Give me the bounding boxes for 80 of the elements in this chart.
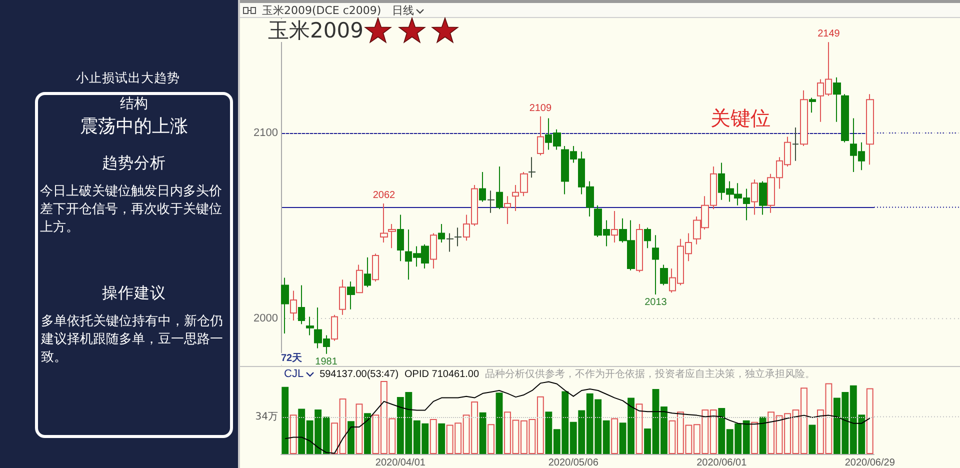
- candlestick: [298, 284, 305, 325]
- candlestick: [751, 178, 758, 216]
- candlestick: [372, 253, 379, 282]
- annotation: 1981: [315, 356, 338, 368]
- y-tick-label: 2100: [254, 127, 278, 140]
- candlestick: [281, 277, 289, 334]
- chart-title: 玉米2009: [268, 18, 364, 42]
- bar: [348, 421, 354, 454]
- bar: [282, 386, 289, 454]
- text: 玉米2009(DCE c2009): [262, 4, 382, 17]
- ref-line-label: 34万: [255, 411, 278, 422]
- bar: [364, 413, 371, 454]
- bar: [759, 416, 766, 454]
- candlestick: [809, 97, 816, 114]
- candlestick: [759, 180, 767, 216]
- y-tick-label: 2000: [254, 312, 278, 325]
- candlestick: [537, 116, 544, 156]
- bar: [438, 423, 446, 454]
- candlestick: [841, 94, 849, 143]
- ref-line-label: 关键位: [710, 106, 771, 130]
- bar: [488, 424, 494, 454]
- text: 趋势分析: [101, 154, 167, 172]
- annotation: 2062: [372, 190, 396, 202]
- text: 多单依托关键位持有中，新仓仍建议择机跟随多单，豆一思路一致。: [41, 313, 224, 367]
- x-tick-label: 2020/05/06: [548, 458, 599, 468]
- candlestick: [454, 227, 462, 247]
- candlestick: [446, 232, 454, 252]
- candlestick: [430, 232, 437, 270]
- text: CJL: [284, 368, 304, 381]
- bar: [866, 388, 874, 454]
- candlestick: [380, 203, 388, 244]
- text: 日线: [392, 4, 414, 17]
- candlestick: [397, 214, 404, 262]
- candlestick: [364, 256, 371, 288]
- candlestick: [306, 316, 314, 336]
- candlestick: [833, 76, 841, 122]
- candlestick: [388, 223, 396, 249]
- annotation: 72天: [281, 353, 302, 365]
- candlestick: [660, 264, 668, 286]
- annotation: 2149: [818, 28, 840, 40]
- x-tick-label: 2020/04/01: [375, 458, 426, 468]
- text: 小止损试出大趋势: [75, 70, 181, 86]
- candlestick: [356, 264, 363, 294]
- candlestick: [339, 279, 346, 316]
- candlestick: [290, 290, 297, 321]
- text: 操作建议: [101, 284, 167, 302]
- candlestick: [331, 314, 338, 342]
- candlestick: [496, 166, 503, 210]
- annotation: 2013: [644, 296, 668, 308]
- text: 今日上破关键位触发日内多头价差下开仓信号，再次收于关键位上方。: [40, 183, 223, 237]
- candlestick: [652, 234, 659, 295]
- candlestick: [347, 280, 355, 310]
- candlestick: [792, 126, 799, 162]
- text: 震荡中的上涨: [79, 116, 189, 137]
- text: 594137.00(53:47): [320, 368, 399, 381]
- candlestick: [479, 172, 486, 202]
- bar: [751, 422, 758, 454]
- candlestick: [438, 223, 445, 244]
- bar: [356, 404, 363, 454]
- x-tick-label: 2020/06/29: [844, 458, 896, 468]
- text: OPID 710461.00: [404, 368, 480, 381]
- bar: [611, 418, 618, 454]
- x-tick-label: 2020/06/01: [696, 458, 748, 468]
- candlestick: [636, 223, 643, 273]
- candlestick: [528, 156, 536, 178]
- bar: [430, 418, 437, 454]
- bar: [496, 392, 503, 454]
- candlestick: [611, 210, 618, 244]
- text: 品种分析仅供参考，不作为开仓依据，投资者应自主决策，独立承担风险。: [485, 368, 816, 381]
- bar: [290, 414, 297, 454]
- bar: [479, 412, 486, 454]
- candlestick: [487, 190, 495, 214]
- text: 结构: [119, 96, 149, 112]
- bar: [808, 424, 816, 454]
- candlestick: [866, 94, 874, 166]
- annotation: 2109: [529, 102, 552, 114]
- candlestick: [644, 227, 651, 249]
- candlestick: [504, 196, 511, 224]
- bar: [636, 404, 643, 454]
- candlestick: [800, 90, 808, 147]
